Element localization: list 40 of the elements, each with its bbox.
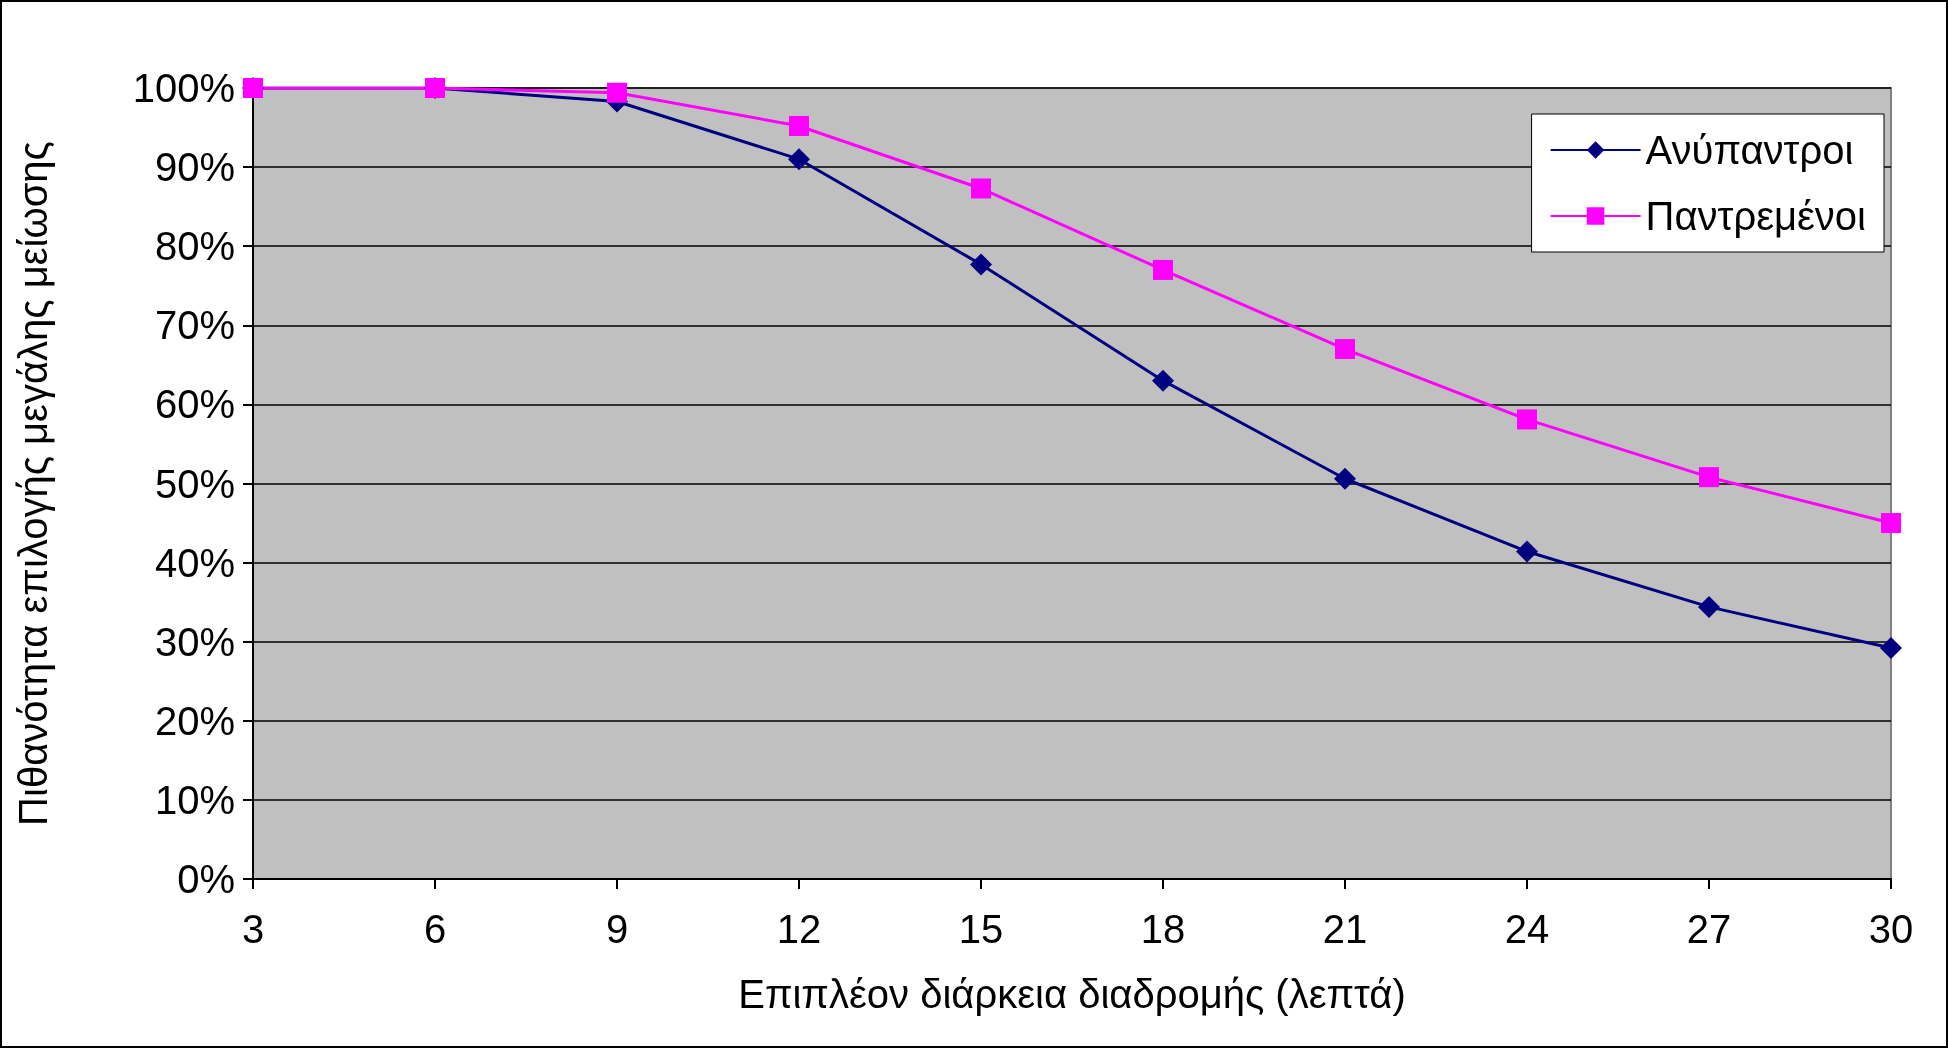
point xyxy=(970,253,992,276)
point xyxy=(1880,637,1902,660)
y-tick-label: 30% xyxy=(154,619,235,664)
x-tick-label: 21 xyxy=(1322,907,1368,951)
point xyxy=(1699,467,1719,488)
y-axis-title: Πιθανότητα επιλογής μεγάλης μείωσης xyxy=(11,141,55,826)
y-tick-label: 10% xyxy=(154,777,235,822)
point xyxy=(1517,409,1537,430)
point xyxy=(788,148,810,171)
x-axis-title: Επιπλέον διάρκεια διαδρομής (λεπτά) xyxy=(738,972,1406,1016)
point xyxy=(971,178,991,199)
y-tick-label: 20% xyxy=(154,698,235,743)
point xyxy=(607,82,627,103)
legend-label: Παντρεμένοι xyxy=(1645,194,1867,238)
y-tick-label: 80% xyxy=(154,224,235,269)
point xyxy=(1698,595,1720,618)
point xyxy=(1516,540,1538,563)
x-tick-label: 12 xyxy=(776,907,822,951)
y-tick-label: 100% xyxy=(132,66,235,110)
x-tick-label: 27 xyxy=(1686,907,1732,951)
y-tick-label: 50% xyxy=(154,461,235,506)
y-tick-label: 60% xyxy=(154,382,235,427)
point xyxy=(1881,513,1901,534)
x-tick-label: 30 xyxy=(1868,907,1914,951)
y-tick-label: 70% xyxy=(154,303,235,348)
x-tick-label: 6 xyxy=(423,907,447,951)
x-tick-label: 18 xyxy=(1140,907,1186,951)
legend-label: Ανύπαντροι xyxy=(1645,128,1854,172)
point xyxy=(1335,339,1355,360)
x-tick-label: 9 xyxy=(605,907,629,951)
point xyxy=(789,115,809,136)
point xyxy=(1153,259,1173,280)
y-tick-label: 40% xyxy=(154,540,235,585)
x-tick-label: 24 xyxy=(1504,907,1550,951)
x-tick-label: 15 xyxy=(958,907,1004,951)
y-tick-label: 0% xyxy=(177,857,235,901)
y-tick-label: 90% xyxy=(154,145,235,190)
point xyxy=(1152,369,1174,392)
point xyxy=(1334,467,1356,490)
x-tick-label: 3 xyxy=(241,907,265,951)
